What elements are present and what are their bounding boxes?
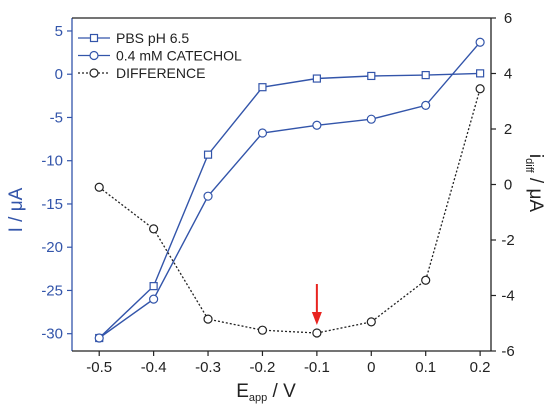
y-axis-right-label-sub: diff — [523, 158, 535, 173]
series-point-0 — [258, 83, 267, 92]
series-line-0 — [98, 72, 481, 339]
series-point-1 — [421, 100, 431, 110]
series-point-0 — [203, 150, 213, 159]
right-axis-ticks: 6 4 2 0 -2 -4 -6 — [491, 10, 515, 360]
series-point-2 — [94, 182, 104, 192]
y-left-tick-label: -30 — [41, 326, 63, 343]
y-left-tick-label: 5 — [55, 23, 63, 40]
y-right-tick-label: 4 — [504, 66, 512, 83]
x-tick-label: -0.3 — [195, 359, 221, 376]
y-right-tick-label: -6 — [501, 343, 514, 360]
series-point-2 — [421, 275, 431, 285]
y-right-tick-label: 2 — [504, 121, 512, 138]
x-tick-label: -0.4 — [141, 359, 167, 376]
x-tick-label: 0 — [367, 359, 375, 376]
x-tick-label: -0.1 — [304, 359, 330, 376]
series-point-0 — [312, 74, 321, 83]
left-axis-ticks: 5 0 -5 -10 -15 -20 -25 -30 — [41, 23, 72, 343]
legend-marker-0 — [89, 33, 99, 43]
series-line-1 — [98, 41, 481, 339]
series-point-1 — [203, 191, 213, 201]
y-left-tick-label: -20 — [41, 239, 63, 256]
series-point-1 — [149, 294, 159, 304]
series-point-1 — [257, 128, 268, 138]
y-right-tick-label: -4 — [501, 288, 514, 305]
arrow-layer — [311, 284, 322, 325]
series-point-0 — [149, 282, 158, 291]
series-point-1 — [312, 120, 322, 130]
y-left-tick-label: -10 — [41, 153, 63, 170]
series-point-2 — [257, 325, 268, 335]
y-left-tick-label: -5 — [50, 109, 63, 126]
legend-label-0: PBS pH 6.5 — [116, 30, 189, 46]
legend-label-2: DIFFERENCE — [116, 65, 205, 81]
x-tick-label: -0.2 — [250, 359, 276, 376]
legend-label-1: 0.4 mM CATECHOL — [116, 48, 242, 64]
y-axis-right-label-unit: / μA — [525, 173, 544, 213]
x-tick-label: 0.2 — [470, 359, 491, 376]
series-point-0 — [367, 71, 376, 81]
y-left-tick-label: -15 — [41, 196, 63, 213]
series-point-1 — [366, 114, 376, 124]
series-line-2 — [98, 88, 481, 334]
series-point-0 — [421, 70, 430, 80]
y-axis-right-label: idiff / μA — [523, 154, 544, 213]
legend-marker-2 — [89, 68, 99, 78]
series-point-2 — [149, 224, 159, 234]
x-axis-label-sub: app — [249, 392, 267, 404]
y-right-tick-label: 0 — [504, 177, 512, 194]
y-left-tick-label: -25 — [41, 282, 63, 299]
x-axis-label-main: E — [236, 381, 249, 402]
x-axis-label: Eapp / V — [236, 381, 296, 404]
x-tick-label: 0.1 — [415, 359, 436, 376]
series-point-1 — [94, 333, 104, 343]
y-right-tick-label: 6 — [504, 10, 512, 27]
series-point-0 — [476, 69, 485, 78]
series-point-2 — [475, 84, 485, 94]
series-layer — [94, 37, 485, 343]
series-point-2 — [366, 317, 376, 327]
y-axis-right-label-main: i — [525, 154, 544, 158]
legend-marker-1 — [89, 50, 99, 61]
y-axis-left-label: I / μA — [6, 187, 27, 232]
x-tick-label: -0.5 — [86, 359, 112, 376]
y-right-tick-label: -2 — [501, 232, 514, 249]
x-axis-label-unit: / V — [267, 381, 296, 402]
series-point-2 — [203, 314, 213, 324]
series-point-2 — [312, 328, 322, 338]
series-point-1 — [475, 37, 485, 47]
y-left-tick-label: 0 — [55, 66, 63, 83]
red-arrow-head — [311, 312, 322, 325]
x-axis-ticks: -0.5 -0.4 -0.3 -0.2 -0.1 0 0.1 0.2 — [86, 351, 491, 376]
